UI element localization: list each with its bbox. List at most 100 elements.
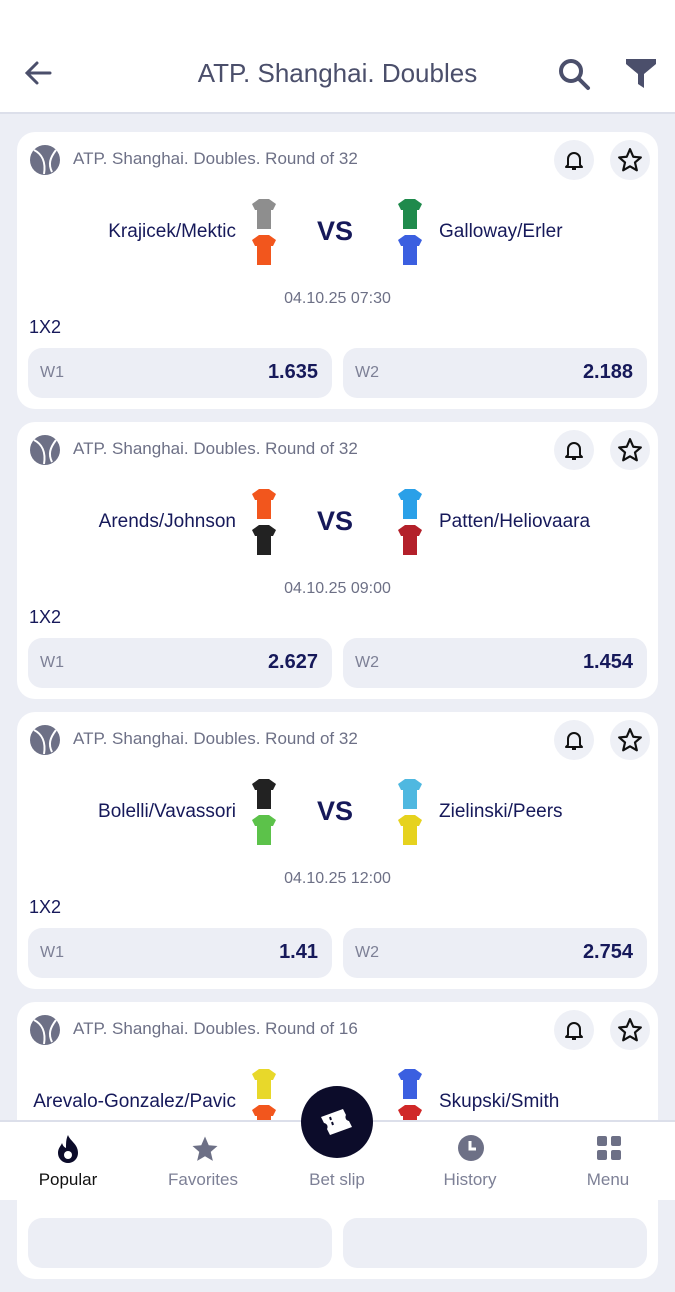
nav-label: Menu (586, 1170, 630, 1189)
jersey-icon (398, 489, 422, 519)
team2-name: Patten/Heliovaara (439, 511, 591, 532)
odd-label: W1 (40, 944, 64, 961)
filter-icon[interactable] (624, 56, 658, 90)
league-name: ATP. Shanghai. Doubles. Round of 32 (73, 439, 358, 458)
odd-w1-button[interactable]: W1 1.41 (28, 928, 332, 978)
nav-popular[interactable]: Popular (8, 1122, 128, 1202)
team1-name: Krajicek/Mektic (108, 221, 236, 242)
match-datetime: 04.10.25 09:00 (284, 580, 391, 597)
notify-button[interactable] (554, 430, 594, 470)
odd-value: 2.188 (582, 361, 633, 383)
vs-label: VS (317, 216, 354, 246)
favorite-button[interactable] (610, 720, 650, 760)
bottom-nav: Popular Favorites Bet slip History Menu (0, 1120, 675, 1200)
odd-w2-button[interactable]: W2 1.454 (343, 638, 647, 688)
match-datetime: 04.10.25 12:00 (284, 870, 391, 887)
jersey-icon (398, 235, 422, 265)
tennis-ball-icon (30, 1015, 60, 1045)
page-title: ATP. Shanghai. Doubles (197, 58, 478, 88)
odd-value: 1.454 (582, 651, 633, 673)
jersey-icon (252, 815, 276, 845)
nav-history[interactable]: History (410, 1122, 530, 1202)
odd-value: 2.754 (582, 941, 633, 963)
odd-label: W1 (40, 654, 64, 671)
odd-value: 1.41 (279, 941, 318, 963)
back-arrow-icon[interactable] (22, 56, 56, 90)
jersey-icon (252, 489, 276, 519)
odd-label: W2 (355, 654, 379, 671)
notify-button[interactable] (554, 1010, 594, 1050)
star-icon (192, 1136, 218, 1161)
star-icon (618, 1018, 642, 1042)
tennis-ball-icon (30, 435, 60, 465)
nav-label: Favorites (168, 1170, 238, 1189)
nav-menu[interactable]: Menu (548, 1122, 668, 1202)
team2-name: Galloway/Erler (439, 221, 563, 242)
jersey-icon (252, 779, 276, 809)
nav-favorites[interactable]: Favorites (143, 1122, 263, 1202)
jersey-icon (398, 199, 422, 229)
jersey-icon (398, 525, 422, 555)
odd-w2-button[interactable] (343, 1218, 647, 1268)
nav-label: Bet slip (309, 1170, 365, 1189)
jersey-icon (398, 779, 422, 809)
bell-icon (565, 442, 583, 460)
nav-label: Popular (38, 1170, 98, 1189)
favorite-button[interactable] (610, 140, 650, 180)
league-name: ATP. Shanghai. Doubles. Round of 32 (73, 149, 358, 168)
odd-value: 2.627 (267, 651, 318, 673)
star-icon (618, 728, 642, 752)
jersey-icon (252, 525, 276, 555)
match-datetime: 04.10.25 07:30 (284, 290, 391, 307)
star-icon (618, 148, 642, 172)
tennis-ball-icon (30, 145, 60, 175)
star-icon (618, 438, 642, 462)
league-name: ATP. Shanghai. Doubles. Round of 32 (73, 729, 358, 748)
favorite-button[interactable] (610, 430, 650, 470)
vs-label: VS (317, 506, 354, 536)
team2-name: Zielinski/Peers (439, 801, 563, 822)
clock-icon (458, 1135, 484, 1161)
ticket-icon (321, 1109, 352, 1135)
team1-name: Arevalo-Gonzalez/Pavic (33, 1091, 236, 1112)
odd-w1-button[interactable] (28, 1218, 332, 1268)
search-icon[interactable] (556, 56, 592, 92)
team1-name: Bolelli/Vavassori (98, 801, 236, 822)
notify-button[interactable] (554, 140, 594, 180)
market-label: 1X2 (29, 317, 62, 337)
market-label: 1X2 (29, 607, 62, 627)
team2-name: Skupski/Smith (439, 1091, 560, 1112)
league-name: ATP. Shanghai. Doubles. Round of 16 (73, 1019, 358, 1038)
nav-label: History (443, 1170, 497, 1189)
menu-grid-icon (597, 1136, 621, 1160)
favorite-button[interactable] (610, 1010, 650, 1050)
jersey-icon (252, 1069, 276, 1099)
flame-icon (58, 1135, 78, 1163)
nav-betslip[interactable]: Bet slip (277, 1122, 397, 1202)
bell-icon (565, 732, 583, 750)
jersey-icon (252, 235, 276, 265)
match-card[interactable]: ATP. Shanghai. Doubles. Round of 32 Aren… (17, 422, 658, 699)
odd-w2-button[interactable]: W2 2.188 (343, 348, 647, 398)
match-card[interactable]: ATP. Shanghai. Doubles. Round of 32 Kraj… (17, 132, 658, 409)
jersey-icon (252, 199, 276, 229)
market-label: 1X2 (29, 897, 62, 917)
odd-label: W2 (355, 364, 379, 381)
jersey-icon (398, 1069, 422, 1099)
bet-slip-button[interactable] (301, 1086, 373, 1158)
odd-label: W2 (355, 944, 379, 961)
jersey-icon (398, 815, 422, 845)
odd-value: 1.635 (267, 361, 318, 383)
team1-name: Arends/Johnson (98, 511, 236, 532)
bell-icon (565, 1022, 583, 1040)
vs-label: VS (317, 796, 354, 826)
top-bar: ATP. Shanghai. Doubles (0, 0, 675, 114)
odd-w1-button[interactable]: W1 1.635 (28, 348, 332, 398)
bell-icon (565, 152, 583, 170)
odd-w1-button[interactable]: W1 2.627 (28, 638, 332, 688)
notify-button[interactable] (554, 720, 594, 760)
odd-label: W1 (40, 364, 64, 381)
tennis-ball-icon (30, 725, 60, 755)
odd-w2-button[interactable]: W2 2.754 (343, 928, 647, 978)
match-card[interactable]: ATP. Shanghai. Doubles. Round of 32 Bole… (17, 712, 658, 989)
